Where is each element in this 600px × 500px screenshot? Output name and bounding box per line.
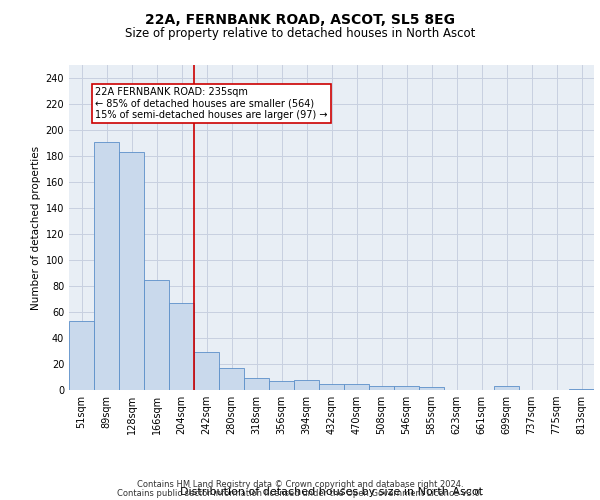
Bar (219, 368, 244, 390)
Bar (69, 321, 94, 390)
Text: 22A, FERNBANK ROAD, ASCOT, SL5 8EG: 22A, FERNBANK ROAD, ASCOT, SL5 8EG (145, 12, 455, 26)
Bar (169, 303, 194, 390)
Bar (344, 384, 369, 390)
Bar (569, 388, 594, 390)
Text: Size of property relative to detached houses in North Ascot: Size of property relative to detached ho… (125, 28, 475, 40)
Text: 22A FERNBANK ROAD: 235sqm
← 85% of detached houses are smaller (564)
15% of semi: 22A FERNBANK ROAD: 235sqm ← 85% of detac… (95, 87, 328, 120)
Bar (394, 386, 419, 390)
Text: Contains HM Land Registry data © Crown copyright and database right 2024.: Contains HM Land Registry data © Crown c… (137, 480, 463, 489)
Bar (194, 352, 219, 390)
X-axis label: Distribution of detached houses by size in North Ascot: Distribution of detached houses by size … (180, 487, 483, 497)
Y-axis label: Number of detached properties: Number of detached properties (31, 146, 41, 310)
Bar (119, 152, 144, 390)
Bar (269, 381, 294, 390)
Bar (369, 386, 394, 390)
Bar (494, 386, 519, 390)
Text: Contains public sector information licensed under the Open Government Licence v3: Contains public sector information licen… (118, 488, 482, 498)
Bar (94, 142, 119, 390)
Bar (244, 378, 269, 390)
Bar (294, 380, 319, 390)
Bar (419, 388, 444, 390)
Bar (144, 280, 169, 390)
Bar (319, 384, 344, 390)
